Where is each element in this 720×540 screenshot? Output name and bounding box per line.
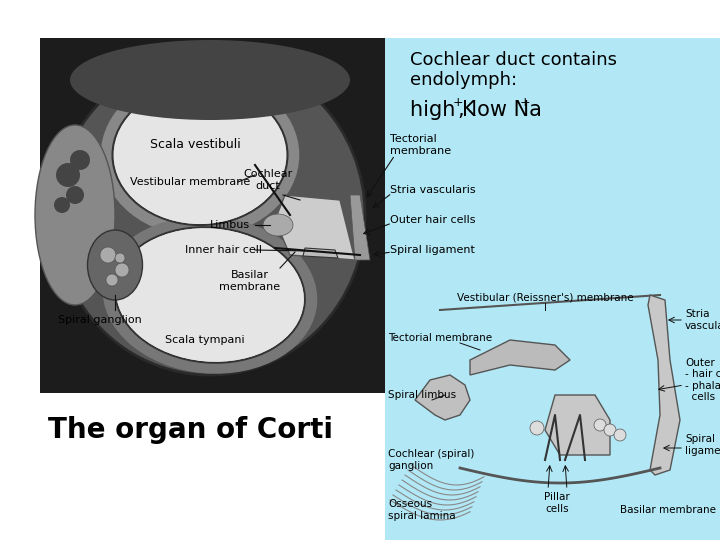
Circle shape	[115, 263, 129, 277]
Circle shape	[530, 421, 544, 435]
Polygon shape	[470, 340, 570, 375]
Ellipse shape	[115, 227, 305, 363]
Text: +: +	[520, 97, 531, 110]
Circle shape	[106, 274, 118, 286]
Text: endolymph:: endolymph:	[410, 71, 517, 89]
Bar	[40, 38, 385, 393]
Text: Pillar
cells: Pillar cells	[544, 492, 570, 514]
Ellipse shape	[35, 125, 115, 305]
Circle shape	[604, 424, 616, 436]
Polygon shape	[648, 295, 680, 475]
Polygon shape	[303, 248, 338, 258]
Ellipse shape	[103, 216, 318, 374]
Polygon shape	[350, 195, 370, 260]
Text: Outer
- hair cells
- phalangeal
  cells: Outer - hair cells - phalangeal cells	[685, 357, 720, 402]
Text: Tectorial membrane: Tectorial membrane	[388, 333, 492, 343]
Text: Osseous
spiral lamina: Osseous spiral lamina	[388, 499, 456, 521]
Ellipse shape	[114, 86, 286, 224]
Text: Stria
vascularis: Stria vascularis	[685, 309, 720, 331]
Ellipse shape	[116, 228, 304, 362]
Text: Basilar membrane: Basilar membrane	[620, 505, 716, 515]
Text: Cochlear (spiral)
ganglion: Cochlear (spiral) ganglion	[388, 449, 474, 471]
Text: Limbus: Limbus	[210, 220, 250, 230]
Text: , low Na: , low Na	[458, 100, 542, 120]
Bar	[385, 38, 720, 290]
Text: Vestibular (Reissner's) membrane: Vestibular (Reissner's) membrane	[456, 293, 634, 303]
Circle shape	[66, 186, 84, 204]
Ellipse shape	[263, 214, 293, 236]
Text: high K: high K	[410, 100, 476, 120]
Polygon shape	[275, 195, 355, 260]
Text: Inner hair cell: Inner hair cell	[185, 245, 262, 255]
Ellipse shape	[112, 85, 287, 225]
Text: Vestibular membrane: Vestibular membrane	[130, 177, 251, 187]
Text: Spiral ganglion: Spiral ganglion	[58, 315, 142, 325]
Text: Outer hair cells: Outer hair cells	[390, 215, 475, 225]
Circle shape	[594, 419, 606, 431]
Circle shape	[70, 150, 90, 170]
Polygon shape	[415, 375, 470, 420]
Circle shape	[614, 429, 626, 441]
Circle shape	[54, 197, 70, 213]
Text: Tectorial
membrane: Tectorial membrane	[390, 134, 451, 156]
Circle shape	[56, 163, 80, 187]
Text: Basilar
membrane: Basilar membrane	[220, 270, 281, 292]
Circle shape	[100, 247, 116, 263]
Bar	[385, 290, 720, 540]
Ellipse shape	[100, 72, 300, 238]
Text: Cochlear duct contains: Cochlear duct contains	[410, 51, 617, 69]
Text: Scala tympani: Scala tympani	[165, 335, 245, 345]
Text: Cochlear
duct: Cochlear duct	[243, 169, 292, 191]
Ellipse shape	[55, 55, 365, 375]
Ellipse shape	[70, 40, 350, 120]
Text: The organ of Corti: The organ of Corti	[48, 416, 333, 444]
Polygon shape	[545, 395, 610, 455]
Text: Spiral limbus: Spiral limbus	[388, 390, 456, 400]
Text: Spiral ligament: Spiral ligament	[390, 245, 475, 255]
Text: +: +	[453, 97, 464, 110]
Text: Scala vestibuli: Scala vestibuli	[150, 138, 240, 152]
Text: Spiral
ligament: Spiral ligament	[685, 434, 720, 456]
Text: Stria vascularis: Stria vascularis	[390, 185, 476, 195]
Circle shape	[115, 253, 125, 263]
Ellipse shape	[88, 230, 143, 300]
